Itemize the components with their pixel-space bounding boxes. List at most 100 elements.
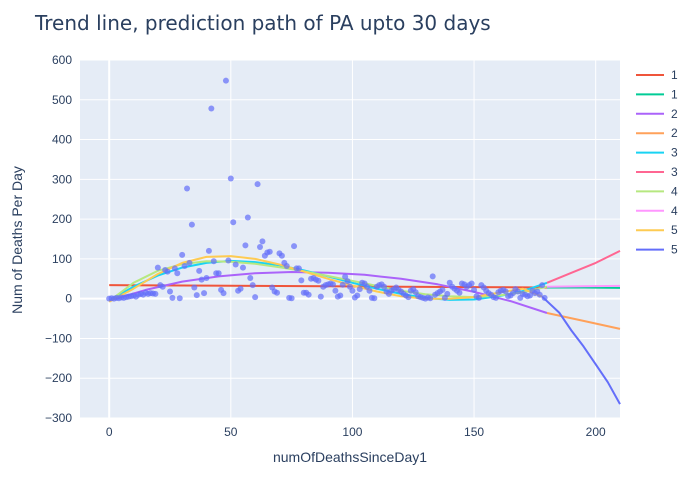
series-line: [546, 284, 621, 288]
scatter-point: [536, 291, 543, 298]
scatter-point: [278, 252, 285, 259]
scatter-point: [205, 247, 212, 254]
scatter-point: [274, 289, 281, 296]
legend-item[interactable]: 4: [636, 204, 678, 218]
scatter-point: [291, 243, 298, 250]
legend-label: 5: [671, 223, 678, 237]
scatter-point: [239, 264, 246, 271]
scatter-point: [252, 294, 259, 301]
legend-label: 1: [671, 68, 678, 82]
y-tick-label: 200: [52, 212, 72, 226]
chart-title: Trend line, prediction path of PA upto 3…: [34, 11, 491, 35]
scatter-point: [492, 294, 499, 301]
scatter-point: [337, 292, 344, 299]
scatter-point: [184, 185, 191, 192]
scatter-point: [344, 278, 351, 285]
legend-item[interactable]: 2: [636, 107, 678, 121]
scatter-point: [232, 261, 239, 268]
scatter-point: [181, 263, 188, 270]
scatter-point: [152, 290, 159, 297]
legend-label: 4: [671, 204, 678, 218]
legend-item[interactable]: 2: [636, 126, 678, 140]
scatter-point: [468, 280, 475, 287]
y-axis-title: Num of Deaths Per Day: [9, 166, 25, 314]
x-tick-label: 100: [342, 425, 362, 439]
scatter-point: [514, 288, 521, 295]
x-tick-label: 50: [224, 425, 238, 439]
scatter-point: [298, 277, 305, 284]
scatter-point: [456, 289, 463, 296]
scatter-point: [174, 270, 181, 277]
scatter-point: [237, 285, 244, 292]
scatter-point: [244, 214, 251, 221]
scatter-point: [329, 281, 336, 288]
y-tick-label: −200: [45, 371, 72, 385]
scatter-point: [215, 270, 222, 277]
legend-item[interactable]: 3: [636, 146, 678, 160]
scatter-point: [354, 292, 361, 299]
y-tick-label: −300: [45, 411, 72, 425]
scatter-point: [186, 259, 193, 266]
legend-label: 2: [671, 126, 678, 140]
y-tick-label: 300: [52, 172, 72, 186]
scatter-point: [154, 264, 161, 271]
series-line: [546, 312, 621, 330]
scatter-point: [339, 281, 346, 288]
scatter-point: [283, 263, 290, 270]
y-tick-label: 500: [52, 93, 72, 107]
scatter-point: [444, 290, 451, 297]
scatter-point: [227, 175, 234, 182]
scatter-point: [191, 284, 198, 291]
scatter-point: [176, 295, 183, 302]
x-tick-label: 150: [464, 425, 484, 439]
y-tick-label: 600: [52, 53, 72, 67]
scatter-point: [349, 287, 356, 294]
scatter-points: [106, 77, 548, 302]
scatter-point: [196, 267, 203, 274]
scatter-point: [220, 290, 227, 297]
legend-label: 3: [671, 146, 678, 160]
legend-label: 3: [671, 165, 678, 179]
legend-label: 5: [671, 243, 678, 257]
y-tick-label: −100: [45, 331, 72, 345]
legend: 1 1 2 2 3 3 4 4 5 5: [636, 68, 678, 257]
legend-item[interactable]: 3: [636, 165, 678, 179]
scatter-point: [541, 294, 548, 301]
scatter-point: [471, 286, 478, 293]
scatter-point: [429, 273, 436, 280]
x-tick-label: 200: [586, 425, 606, 439]
plot-area: [80, 60, 620, 418]
legend-label: 2: [671, 107, 678, 121]
legend-item[interactable]: 1: [636, 87, 678, 101]
scatter-point: [257, 243, 263, 250]
scatter-point: [159, 283, 166, 290]
scatter-point: [527, 292, 533, 299]
legend-item[interactable]: 5: [636, 243, 678, 257]
scatter-point: [266, 248, 273, 255]
scatter-point: [295, 265, 302, 272]
scatter-point: [225, 257, 232, 264]
y-tick-label: 400: [52, 133, 72, 147]
scatter-point: [203, 274, 210, 281]
tick-labels: −300 −200 −100 0 100 200 300 400 500 600 0 50 100 150…: [45, 53, 606, 439]
legend-item[interactable]: 1: [636, 68, 678, 82]
scatter-point: [317, 293, 324, 300]
legend-label: 4: [671, 184, 678, 198]
scatter-point: [366, 287, 373, 294]
scatter-point: [254, 181, 261, 188]
scatter-point: [381, 283, 388, 290]
scatter-point: [475, 294, 482, 301]
grid-lines: [80, 59, 620, 419]
x-axis-title: numOfDeathsSinceDay1: [273, 449, 427, 465]
legend-label: 1: [671, 87, 678, 101]
legend-item[interactable]: 4: [636, 184, 678, 198]
legend-item[interactable]: 5: [636, 223, 678, 237]
scatter-point: [249, 282, 256, 289]
scatter-point: [288, 295, 295, 302]
scatter-point: [193, 292, 200, 299]
scatter-point: [332, 287, 339, 294]
scatter-point: [201, 290, 208, 297]
scatter-point: [439, 286, 446, 293]
scatter-point: [242, 242, 249, 249]
